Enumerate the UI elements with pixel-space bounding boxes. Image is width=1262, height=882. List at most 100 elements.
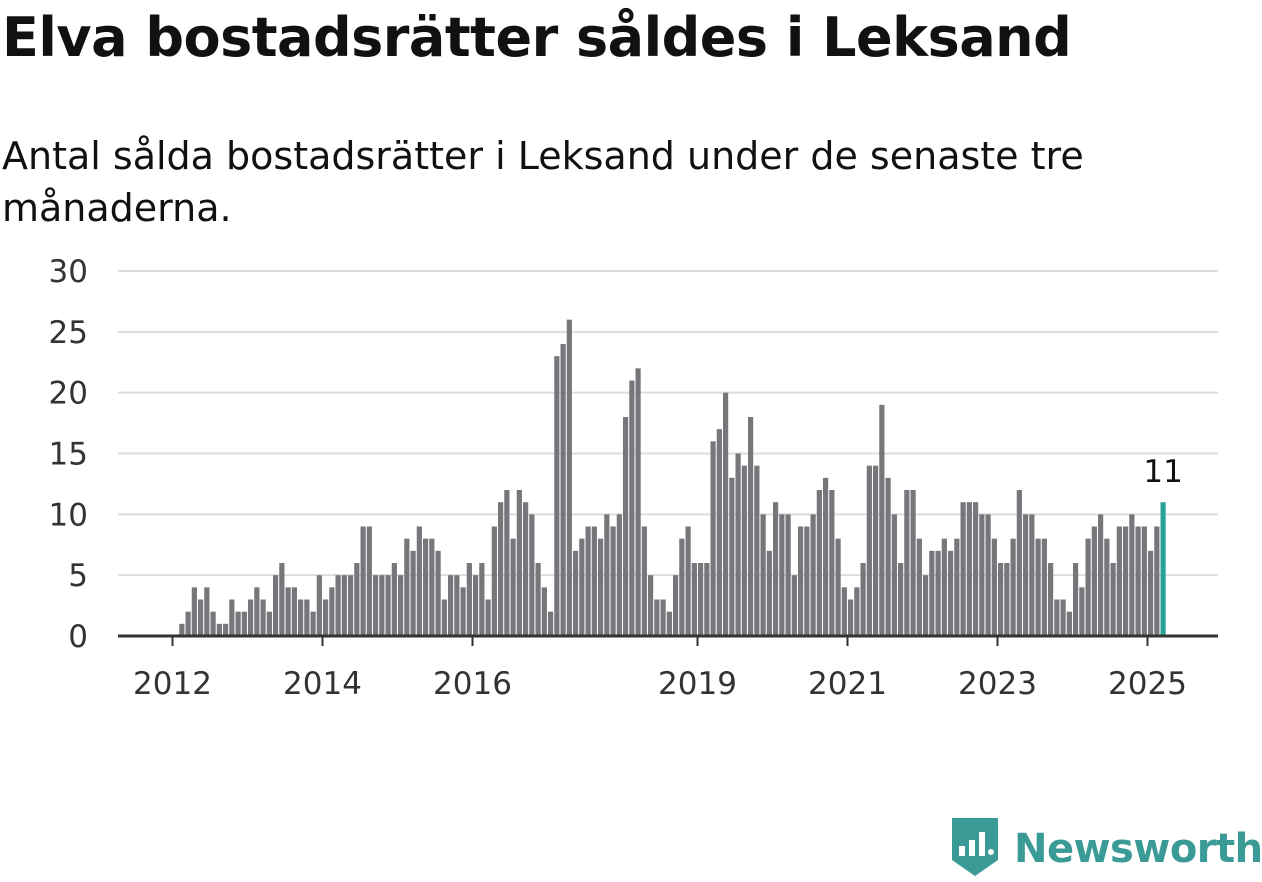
bar bbox=[891, 514, 897, 636]
bar bbox=[673, 575, 679, 636]
bar bbox=[960, 502, 966, 636]
bar bbox=[873, 465, 879, 636]
bar bbox=[716, 429, 722, 636]
bar bbox=[1085, 538, 1091, 636]
y-tick-label-30: 30 bbox=[49, 254, 88, 290]
y-tick-label-20: 20 bbox=[49, 376, 88, 412]
bar bbox=[760, 514, 766, 636]
bar bbox=[373, 575, 379, 636]
bar bbox=[735, 453, 741, 636]
bar bbox=[691, 563, 697, 636]
bar bbox=[385, 575, 391, 636]
x-tick-label-2019: 2019 bbox=[658, 666, 737, 702]
bar bbox=[223, 623, 229, 636]
bar bbox=[748, 417, 754, 636]
x-tick-label-2025: 2025 bbox=[1108, 666, 1187, 702]
bar bbox=[1091, 526, 1097, 636]
bar bbox=[248, 599, 254, 636]
bar bbox=[523, 502, 529, 636]
bar bbox=[810, 514, 816, 636]
bar bbox=[885, 477, 891, 636]
bar bbox=[360, 526, 366, 636]
bar-latest bbox=[1160, 502, 1166, 636]
bar bbox=[229, 599, 235, 636]
bar bbox=[1154, 526, 1160, 636]
bar bbox=[535, 563, 541, 636]
bar bbox=[254, 587, 260, 636]
bar bbox=[335, 575, 341, 636]
bar bbox=[935, 550, 941, 636]
bar bbox=[235, 611, 241, 636]
bar bbox=[566, 319, 572, 636]
bar bbox=[1098, 514, 1104, 636]
bar bbox=[985, 514, 991, 636]
bar bbox=[1116, 526, 1122, 636]
y-tick-label-0: 0 bbox=[68, 619, 88, 655]
bar bbox=[291, 587, 297, 636]
bar bbox=[354, 563, 360, 636]
bar bbox=[973, 502, 979, 636]
bar bbox=[466, 563, 472, 636]
bar bbox=[460, 587, 466, 636]
latest-value-label: 11 bbox=[1143, 454, 1182, 490]
bar bbox=[616, 514, 622, 636]
bar bbox=[1023, 514, 1029, 636]
bar bbox=[285, 587, 291, 636]
bar bbox=[816, 490, 822, 636]
bar bbox=[273, 575, 279, 636]
chart-subtitle: Antal sålda bostadsrätter i Leksand unde… bbox=[2, 134, 1084, 230]
bar bbox=[641, 526, 647, 636]
bar bbox=[498, 502, 504, 636]
bar bbox=[666, 611, 672, 636]
bar bbox=[866, 465, 872, 636]
bar bbox=[604, 514, 610, 636]
bar bbox=[898, 563, 904, 636]
bar bbox=[241, 611, 247, 636]
bar bbox=[1010, 538, 1016, 636]
bar bbox=[791, 575, 797, 636]
bar bbox=[441, 599, 447, 636]
bar bbox=[1004, 563, 1010, 636]
bar bbox=[579, 538, 585, 636]
bar bbox=[1041, 538, 1047, 636]
grid-lines bbox=[118, 270, 1218, 577]
bar bbox=[1029, 514, 1035, 636]
bar bbox=[473, 575, 479, 636]
bar bbox=[573, 550, 579, 636]
bar bbox=[629, 380, 635, 636]
bar bbox=[829, 490, 835, 636]
bar bbox=[379, 575, 385, 636]
bar bbox=[366, 526, 372, 636]
bar bbox=[529, 514, 535, 636]
bar bbox=[954, 538, 960, 636]
bar bbox=[416, 526, 422, 636]
bar bbox=[341, 575, 347, 636]
x-axis bbox=[118, 634, 1218, 646]
bar bbox=[591, 526, 597, 636]
bar bbox=[660, 599, 666, 636]
x-tick-label-2012: 2012 bbox=[133, 666, 212, 702]
bar bbox=[1135, 526, 1141, 636]
bar bbox=[916, 538, 922, 636]
bar bbox=[941, 538, 947, 636]
bar bbox=[785, 514, 791, 636]
bar bbox=[904, 490, 910, 636]
bar bbox=[729, 477, 735, 636]
bar bbox=[685, 526, 691, 636]
bar bbox=[191, 587, 197, 636]
bar bbox=[423, 538, 429, 636]
bar bbox=[860, 563, 866, 636]
bar bbox=[948, 550, 954, 636]
bar bbox=[779, 514, 785, 636]
bar bbox=[923, 575, 929, 636]
bar bbox=[979, 514, 985, 636]
brand-logo[interactable]: Newsworthy bbox=[950, 818, 1262, 880]
bar bbox=[1129, 514, 1135, 636]
y-tick-label-15: 15 bbox=[49, 437, 88, 473]
bar bbox=[654, 599, 660, 636]
y-tick-label-25: 25 bbox=[49, 315, 88, 351]
bar bbox=[541, 587, 547, 636]
bar bbox=[998, 563, 1004, 636]
bar bbox=[804, 526, 810, 636]
